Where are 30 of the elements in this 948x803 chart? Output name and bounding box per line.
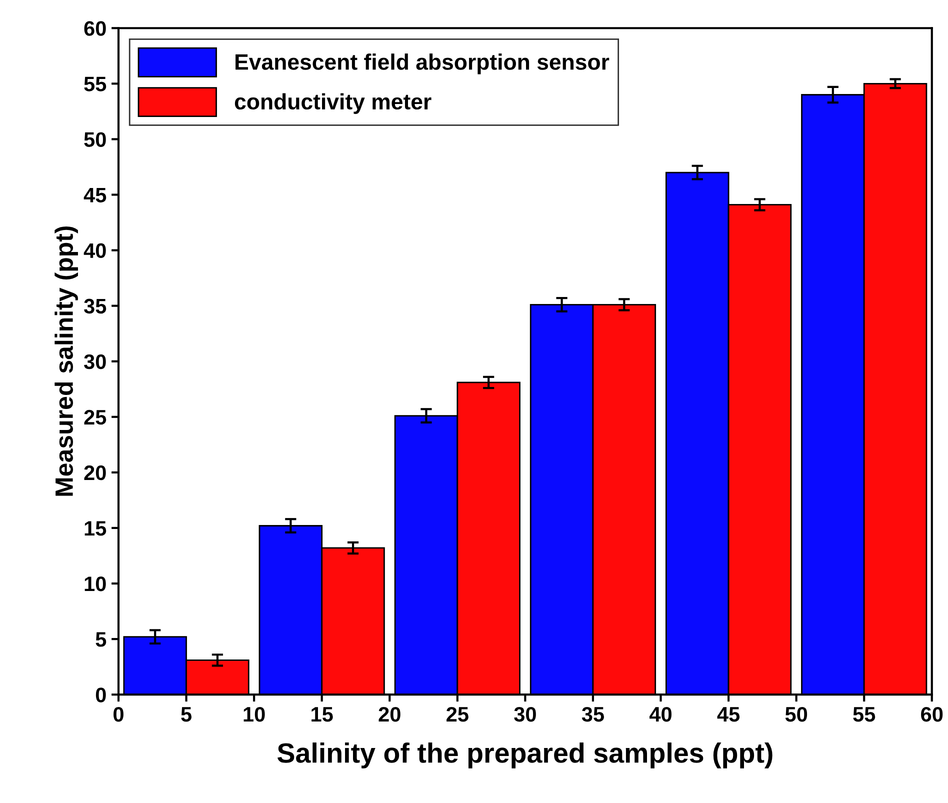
y-tick-label: 0 — [96, 688, 106, 702]
legend-label: conductivity meter — [234, 93, 432, 114]
x-tick-label: 25 — [446, 706, 468, 722]
x-tick-label: 60 — [921, 706, 943, 722]
y-tick-label: 5 — [96, 632, 106, 647]
y-tick-label: 35 — [84, 298, 106, 314]
x-tick-label: 45 — [717, 707, 740, 722]
y-tick-label: 40 — [84, 243, 106, 258]
x-tick-label: 15 — [312, 707, 333, 722]
y-tick-label: 15 — [84, 521, 106, 536]
x-tick-label: 40 — [649, 706, 672, 722]
x-tick-label: 30 — [514, 706, 536, 722]
y-tick-label: 10 — [84, 576, 106, 592]
x-tick-label: 5 — [181, 707, 192, 722]
y-tick-label: 25 — [84, 410, 106, 425]
y-tick-label: 20 — [84, 465, 106, 480]
y-axis-title: Measured salinity (ppt) — [54, 226, 78, 496]
x-tick-label: 20 — [378, 706, 400, 722]
legend-label: Evanescent field absorption sensor — [236, 54, 610, 74]
x-tick-label: 10 — [244, 706, 265, 722]
y-tick-label: 60 — [84, 21, 106, 36]
x-axis-title: Salinity of the prepared samples (ppt) — [278, 742, 772, 768]
y-tick-label: 30 — [84, 354, 106, 370]
x-tick-label: 50 — [785, 706, 808, 722]
x-tick-label: 35 — [582, 706, 604, 722]
y-tick-label: 50 — [84, 132, 106, 147]
x-tick-label: 0 — [114, 706, 124, 722]
y-tick-label: 45 — [84, 188, 106, 202]
y-tick-label: 55 — [84, 76, 106, 92]
x-tick-label: 55 — [853, 707, 876, 722]
